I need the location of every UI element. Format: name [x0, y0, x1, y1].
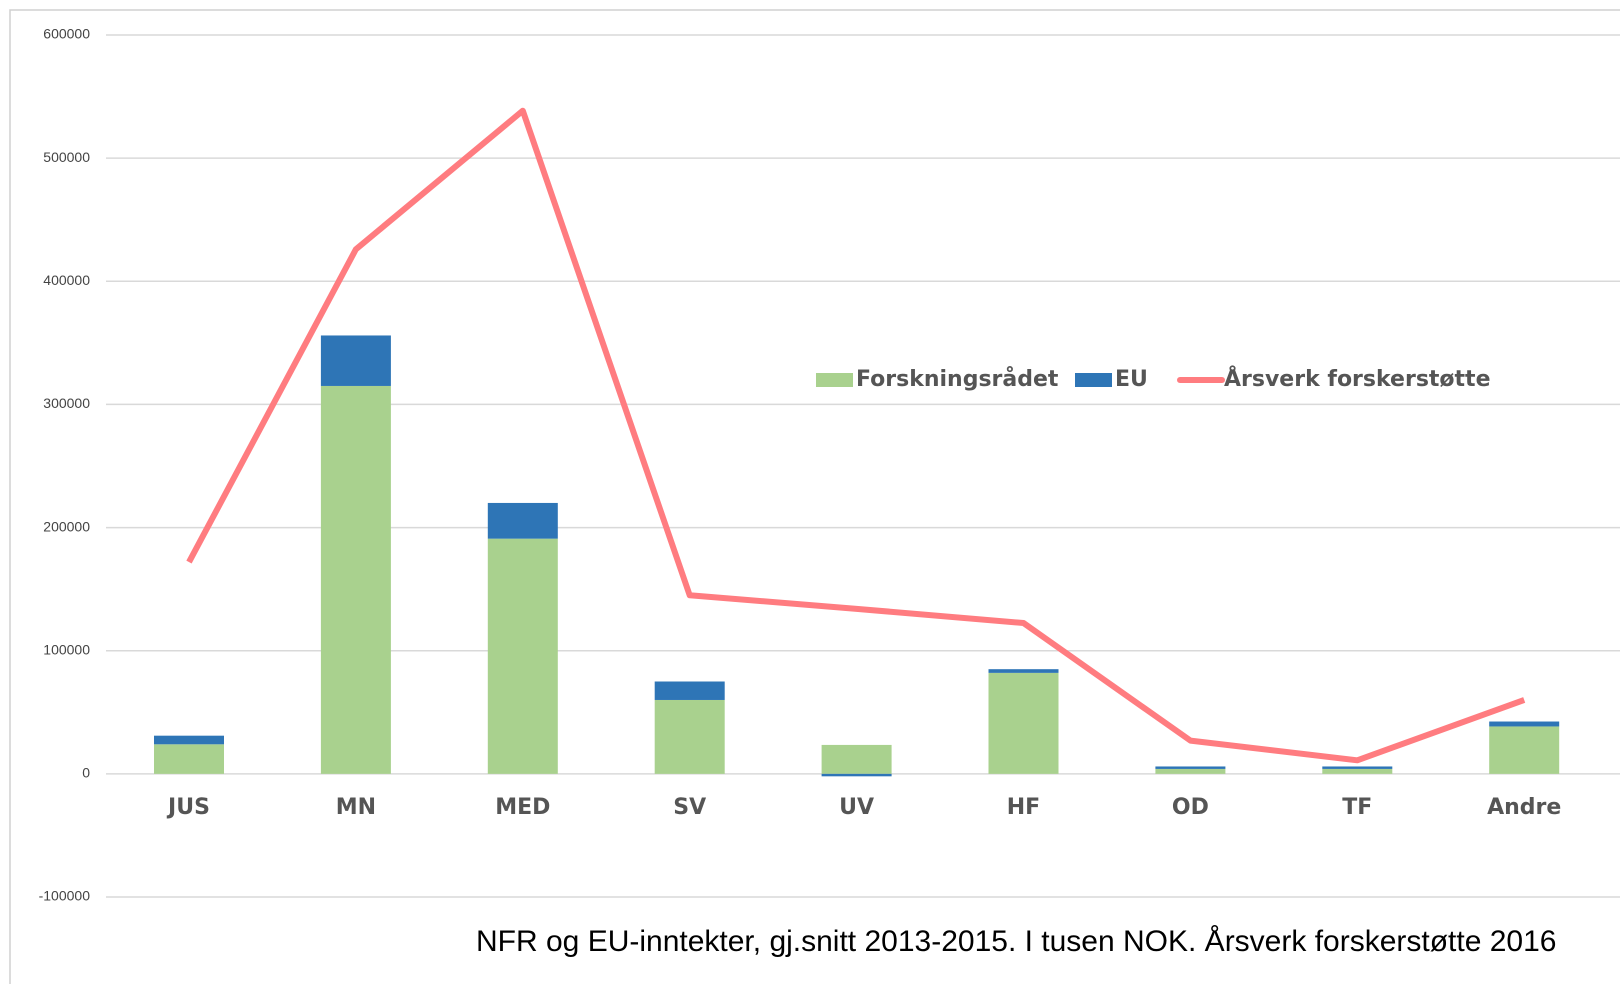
bar	[320, 385, 391, 774]
legend-label: EU	[1115, 367, 1148, 392]
bar	[1489, 726, 1560, 774]
chart-title: NFR og EU-inntekter, gj.snitt 2013-2015.…	[476, 925, 1556, 958]
y-tick-label: 600000	[43, 26, 90, 42]
x-tick-label: UV	[839, 795, 874, 820]
bar	[988, 669, 1059, 673]
y-tick-label: 200000	[43, 518, 90, 534]
bar	[154, 735, 224, 745]
bar	[320, 335, 391, 386]
legend-label: Forskningsrådet	[856, 366, 1059, 392]
legend-swatch	[1075, 373, 1112, 387]
line	[186, 107, 1526, 764]
bar	[1489, 721, 1560, 727]
bar	[821, 744, 892, 774]
bar	[654, 681, 725, 700]
x-tick-label: TF	[1342, 795, 1372, 820]
x-tick-label: OD	[1172, 795, 1209, 820]
bar	[1155, 768, 1226, 774]
x-tick-label: Andre	[1487, 795, 1561, 820]
bar	[1322, 766, 1393, 769]
y-tick-label: 500000	[43, 149, 90, 165]
bar	[1322, 768, 1393, 774]
bar	[654, 699, 725, 774]
bar	[154, 744, 224, 774]
legend-label: Årsverk forskerstøtte	[1224, 366, 1491, 392]
x-tick-label: JUS	[166, 795, 210, 820]
y-tick-label: 300000	[43, 395, 90, 411]
bar	[1155, 766, 1226, 769]
y-tick-label: 400000	[43, 272, 90, 288]
bar	[988, 672, 1059, 774]
bar	[487, 538, 558, 774]
x-tick-label: HF	[1007, 795, 1040, 820]
y-tick-label: 0	[82, 765, 90, 781]
y-tick-label: 100000	[43, 641, 90, 657]
y-tick-label: -100000	[39, 888, 91, 904]
bar	[487, 502, 558, 539]
x-tick-label: SV	[673, 795, 706, 820]
bar	[821, 773, 892, 777]
legend-swatch	[816, 373, 853, 387]
x-tick-label: MED	[495, 795, 550, 820]
x-tick-label: MN	[336, 795, 376, 820]
chart-frame	[9, 9, 1620, 984]
